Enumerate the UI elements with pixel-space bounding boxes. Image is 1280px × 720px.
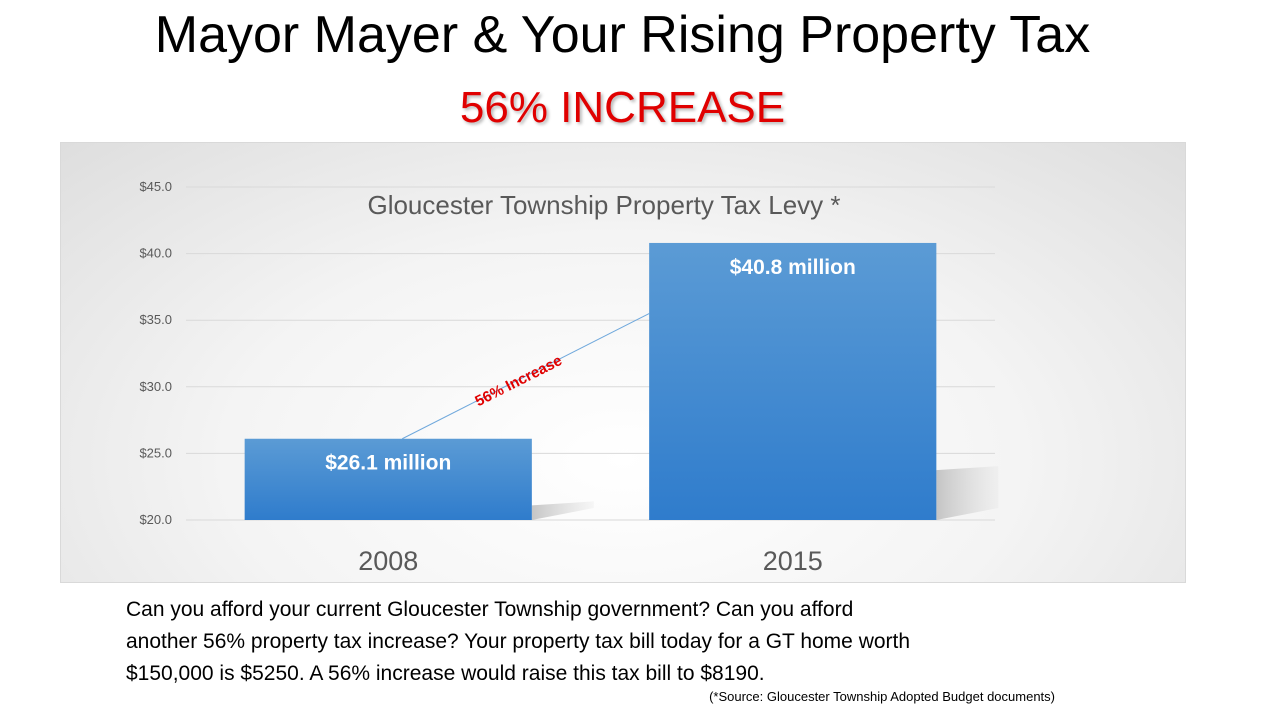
x-tick-label: 2008 <box>358 546 418 576</box>
footer-line-3: $150,000 is $5250. A 56% increase would … <box>126 662 765 685</box>
bar-2008 <box>244 438 532 520</box>
y-tick-label: $30.0 <box>139 379 172 394</box>
axes: $20.0 $25.0 $30.0 $35.0 $40.0 $45.0 2008 2015 <box>139 179 822 576</box>
increase-trend-line <box>402 313 650 440</box>
chart-title: Gloucester Township Property Tax Levy * <box>367 190 840 220</box>
source-note: (*Source: Gloucester Township Adopted Bu… <box>709 689 1055 704</box>
y-tick-label: $35.0 <box>139 312 172 327</box>
y-tick-label: $40.0 <box>139 246 172 261</box>
x-tick-label: 2015 <box>763 546 823 576</box>
slide-title: Mayor Mayer & Your Rising Property Tax <box>154 6 1091 64</box>
y-tick-label: $45.0 <box>139 179 172 194</box>
footer-text: Can you afford your current Gloucester T… <box>126 594 1126 690</box>
increase-annotation: 56% Increase <box>472 352 564 410</box>
y-tick-label: $20.0 <box>139 512 172 527</box>
chart: $26.1 million $40.8 million $20.0 $25.0 $30… <box>139 179 999 576</box>
bars <box>244 242 937 520</box>
bar-shadows <box>531 466 999 520</box>
data-label: $40.8 million <box>730 256 856 279</box>
bar-2015 <box>649 242 937 520</box>
bar-shadow <box>936 466 999 520</box>
footer-line-1: Can you afford your current Gloucester T… <box>126 598 854 621</box>
data-labels: $26.1 million $40.8 million <box>325 256 856 475</box>
y-tick-label: $25.0 <box>139 445 172 460</box>
data-label: $26.1 million <box>325 452 451 475</box>
footer-line-2: another 56% property tax increase? Your … <box>126 630 911 653</box>
slide-subtitle: 56% INCREASE <box>459 83 786 132</box>
chart-frame: $26.1 million $40.8 million $20.0 $25.0 $30… <box>60 142 1186 583</box>
bar-shadow <box>531 501 594 520</box>
